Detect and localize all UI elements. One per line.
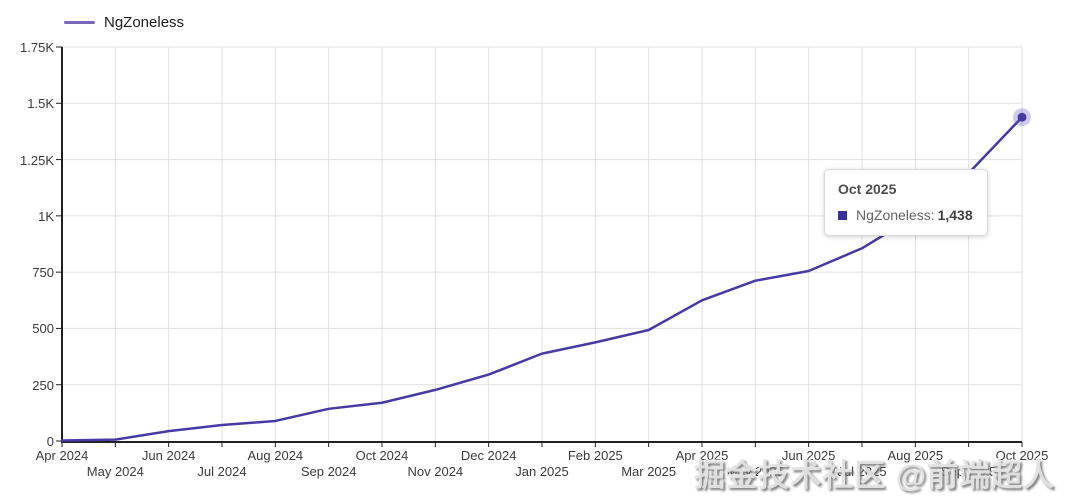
y-axis-label: 250 [32,377,54,393]
x-axis-label: Dec 2024 [460,448,517,463]
x-axis-label: Sep 2025 [940,464,997,479]
x-axis-label: Oct 2024 [355,448,409,463]
series-line [60,115,1024,442]
legend-line-swatch [64,21,95,24]
x-axis-label: Aug 2025 [887,448,944,463]
legend[interactable]: NgZoneless [64,14,184,31]
y-axis-label: 500 [32,321,54,337]
x-axis-label: Jul 2025 [837,464,887,479]
x-axis-label: Jun 2025 [781,448,836,463]
x-axis-label: Mar 2025 [621,464,677,479]
tooltip-value: 1,438 [937,207,973,223]
tooltip: Oct 2025 NgZoneless: 1,438 [824,169,988,236]
x-axis-label: May 2025 [726,464,784,479]
legend-label: NgZoneless [104,14,185,31]
y-axis-label: 750 [32,265,54,281]
x-axis-label: Aug 2024 [247,448,304,463]
tooltip-series-row: NgZoneless: 1,438 [838,207,974,223]
y-axis-label: 1K [38,208,54,224]
x-axis-label: Apr 2025 [675,448,729,463]
y-axis-label: 0 [46,434,54,449]
tooltip-title: Oct 2025 [838,181,897,197]
y-axis-label: 1.25K [20,152,54,168]
data-point-marker[interactable] [1017,112,1027,122]
y-axis-label: 1.5K [27,96,54,112]
series-marker-icon [838,210,847,220]
x-axis-label: Jun 2024 [141,448,196,463]
x-axis-label: Nov 2024 [407,464,464,479]
x-axis-label: Sep 2024 [300,464,357,479]
y-axis-label: 1.75K [20,40,54,55]
x-axis-label: Apr 2024 [35,448,89,463]
x-axis-label: Jul 2024 [197,464,247,479]
x-axis-label: Jan 2025 [515,464,569,479]
x-axis-label: Feb 2025 [567,448,623,463]
x-axis-label: May 2024 [86,464,144,479]
watermark: 掘金技术社区 @前端超人 [694,458,1055,493]
tooltip-series-text: NgZoneless: 1,438 [856,207,973,223]
x-axis-label: Oct 2025 [995,448,1049,463]
tooltip-series-name: NgZoneless: [856,207,935,223]
